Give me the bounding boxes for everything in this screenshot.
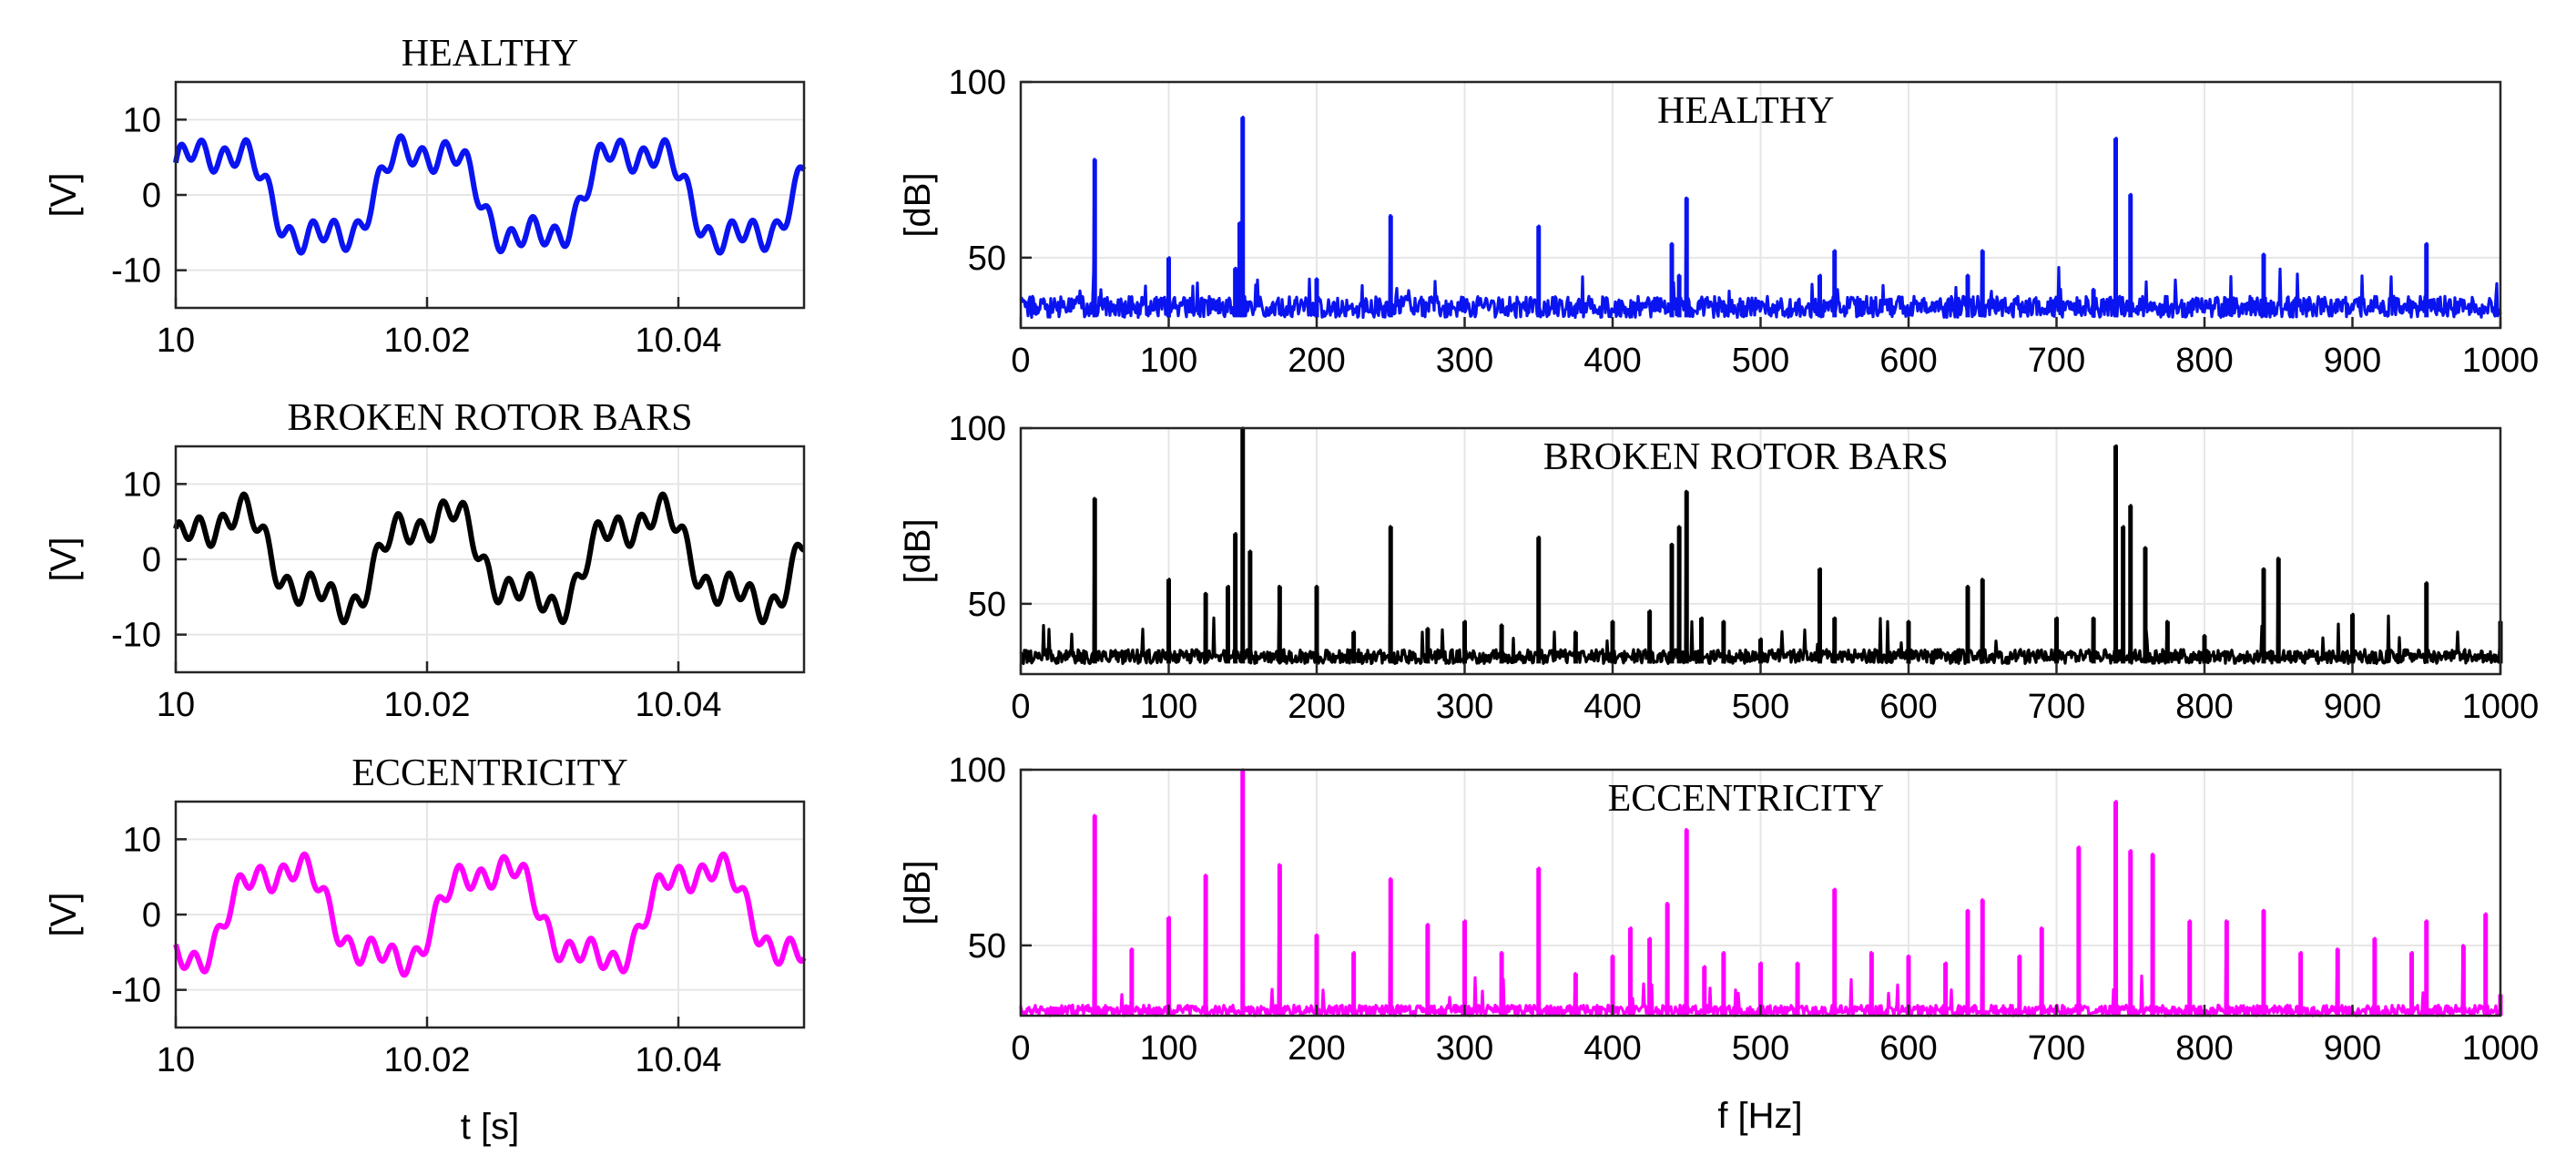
x-tick-label: 300	[1436, 688, 1493, 726]
x-tick-label: 100	[1140, 342, 1197, 380]
x-tick-label: 200	[1288, 342, 1345, 380]
time-x-axis-label: t [s]	[461, 1107, 519, 1147]
x-tick-label: 900	[2324, 688, 2381, 726]
y-tick-label: -10	[111, 972, 161, 1010]
x-tick-label: 10.02	[383, 686, 470, 724]
x-tick-label: 1000	[2462, 688, 2540, 726]
x-tick-label: 10	[157, 686, 195, 724]
frequency-x-axis-label: f [Hz]	[1717, 1096, 1802, 1136]
y-axis-label: [V]	[44, 537, 84, 582]
y-tick-label: 0	[142, 541, 161, 579]
y-tick-label: -10	[111, 617, 161, 655]
y-tick-label: 0	[142, 896, 161, 935]
x-tick-label: 600	[1879, 342, 1937, 380]
x-tick-label: 10	[157, 322, 195, 360]
panel-title: HEALTHY	[402, 33, 578, 75]
x-tick-label: 300	[1436, 1029, 1493, 1068]
y-tick-label: 100	[949, 752, 1006, 790]
x-tick-label: 700	[2028, 342, 2085, 380]
panel-title: ECCENTRICITY	[351, 752, 627, 794]
x-tick-label: 500	[1732, 688, 1789, 726]
y-tick-label: 0	[142, 177, 161, 215]
panel-eccentricity-time: 10 10.02 10.04 -10 0 10 [V] ECCENTRICITY	[44, 752, 807, 1079]
panel-title: HEALTHY	[1657, 90, 1834, 132]
y-tick-label: 50	[968, 240, 1006, 278]
panel-eccentricity-spectrum: 0 100 200 300 400 500 600 700 800 900 1000 50 100 [dB…	[898, 752, 2539, 1068]
y-tick-label: 10	[123, 821, 161, 859]
x-tick-label: 800	[2175, 688, 2233, 726]
x-tick-label: 600	[1879, 1029, 1937, 1068]
time-signal-line	[173, 851, 807, 978]
x-tick-label: 10.02	[383, 322, 470, 360]
y-tick-label: 50	[968, 927, 1006, 966]
panel-broken-spectrum: 0 100 200 300 400 500 600 700 800 900 1000 50 100 [dB…	[898, 410, 2539, 726]
x-tick-label: 0	[1011, 1029, 1030, 1068]
y-tick-label: 10	[123, 101, 161, 139]
y-axis-label: [V]	[44, 173, 84, 218]
x-tick-label: 200	[1288, 1029, 1345, 1068]
x-tick-label: 800	[2175, 1029, 2233, 1068]
y-axis-label: [dB]	[898, 172, 938, 237]
x-tick-label: 800	[2175, 342, 2233, 380]
x-tick-label: 10.04	[635, 322, 721, 360]
y-axis-label: [dB]	[898, 860, 938, 925]
x-tick-label: 1000	[2462, 342, 2540, 380]
x-tick-label: 700	[2028, 1029, 2085, 1068]
x-tick-label: 10.04	[635, 686, 721, 724]
panel-healthy-spectrum: 0 100 200 300 400 500 600 700 800 900 1000 50 100 [dB…	[898, 64, 2539, 380]
x-tick-label: 0	[1011, 688, 1030, 726]
x-tick-label: 200	[1288, 688, 1345, 726]
panel-healthy-time: 10 10.02 10.04 -10 0 10 [V] HEALTHY	[44, 33, 807, 360]
x-tick-label: 10	[157, 1041, 195, 1079]
panel-title: BROKEN ROTOR BARS	[1543, 436, 1949, 478]
x-tick-label: 10.02	[383, 1041, 470, 1079]
y-axis-label: [dB]	[898, 518, 938, 583]
x-tick-label: 500	[1732, 342, 1789, 380]
panel-title: BROKEN ROTOR BARS	[288, 397, 693, 439]
time-signal-line	[173, 133, 807, 256]
x-tick-label: 900	[2324, 342, 2381, 380]
panel-broken-time: 10 10.02 10.04 -10 0 10 [V] BROKEN ROTOR BARS	[44, 397, 806, 724]
x-tick-label: 700	[2028, 688, 2085, 726]
x-tick-label: 400	[1583, 342, 1641, 380]
x-tick-label: 0	[1011, 342, 1030, 380]
y-tick-label: 100	[949, 64, 1006, 102]
y-tick-label: 50	[968, 586, 1006, 624]
y-tick-label: 100	[949, 410, 1006, 448]
x-tick-label: 900	[2324, 1029, 2381, 1068]
x-tick-label: 10.04	[635, 1041, 721, 1079]
x-tick-label: 500	[1732, 1029, 1789, 1068]
x-tick-label: 100	[1140, 688, 1197, 726]
x-tick-label: 600	[1879, 688, 1937, 726]
y-tick-label: -10	[111, 252, 161, 291]
panel-title: ECCENTRICITY	[1608, 778, 1884, 820]
time-signal-line	[173, 491, 806, 626]
x-tick-label: 100	[1140, 1029, 1197, 1068]
x-tick-label: 1000	[2462, 1029, 2540, 1068]
spectrum-line	[1019, 116, 2502, 319]
x-tick-label: 400	[1583, 688, 1641, 726]
y-axis-label: [V]	[44, 893, 84, 937]
y-tick-label: 10	[123, 465, 161, 504]
x-tick-label: 300	[1436, 342, 1493, 380]
x-tick-label: 400	[1583, 1029, 1641, 1068]
